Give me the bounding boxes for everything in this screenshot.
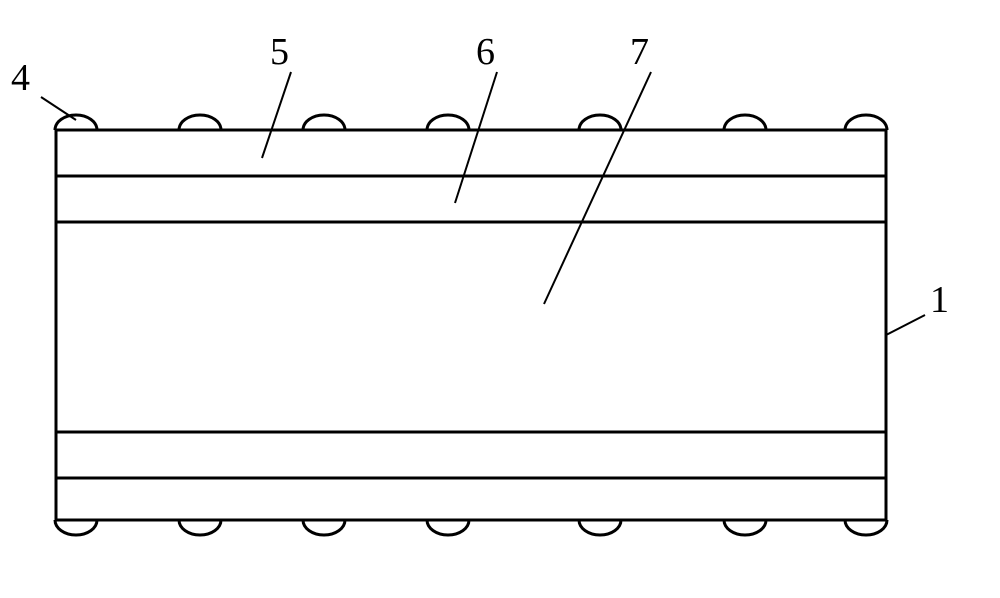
technical-diagram: 4 5 6 7 1 (0, 0, 1000, 598)
bottom-bump-7 (845, 520, 887, 535)
bottom-bump-5 (579, 520, 621, 535)
top-bump-5 (579, 115, 621, 130)
top-bump-6 (724, 115, 766, 130)
bottom-bumps-row (55, 520, 887, 535)
bottom-bump-3 (303, 520, 345, 535)
bottom-bump-1 (55, 520, 97, 535)
bottom-bump-6 (724, 520, 766, 535)
leader-line-1 (886, 315, 925, 335)
bottom-bump-4 (427, 520, 469, 535)
top-bump-7 (845, 115, 887, 130)
callout-label-4: 4 (11, 57, 30, 99)
callout-label-5: 5 (270, 31, 289, 73)
top-bump-1 (55, 115, 97, 130)
callout-label-1: 1 (930, 279, 949, 321)
leader-line-4 (41, 97, 76, 120)
top-bump-3 (303, 115, 345, 130)
top-bump-4 (427, 115, 469, 130)
bottom-bump-2 (179, 520, 221, 535)
top-bump-2 (179, 115, 221, 130)
top-bumps-row (55, 115, 887, 130)
callout-label-6: 6 (476, 31, 495, 73)
callout-label-7: 7 (630, 31, 649, 73)
outer-body-rect (56, 130, 886, 520)
